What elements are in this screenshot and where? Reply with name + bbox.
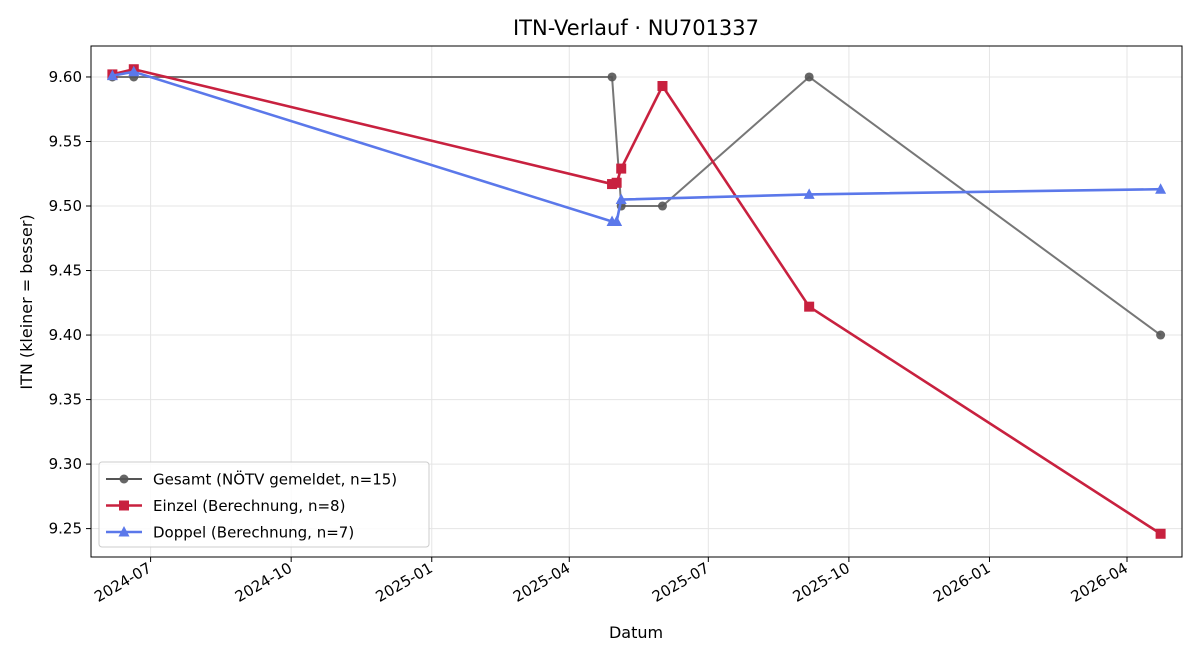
series-line [112, 70, 1161, 223]
x-axis-label: Datum [609, 623, 663, 642]
y-tick-label: 9.25 [49, 520, 82, 538]
y-tick-label: 9.45 [49, 262, 82, 280]
x-axis: 2024-07 2024-10 2025-01 2025-04 2025-07 2025-… [91, 557, 1131, 606]
legend: Gesamt (NÖTV gemeldet, n=15) Einzel (Bere… [98, 461, 430, 548]
y-tick-label: 9.30 [49, 455, 82, 473]
y-tick-label: 9.60 [49, 68, 82, 86]
x-tick-label: 2026-04 [1068, 559, 1131, 606]
x-tick-label: 2025-10 [790, 559, 853, 606]
legend-box [98, 461, 430, 548]
legend-item-3: Doppel (Berechnung, n=7) [106, 524, 354, 542]
data-point [657, 81, 668, 92]
chart-title: ITN-Verlauf · NU701337 [513, 16, 759, 40]
x-tick-label: 2024-10 [232, 559, 295, 606]
series-3 [106, 65, 1167, 226]
y-tick-label: 9.35 [49, 391, 82, 409]
series-layer [106, 64, 1167, 539]
data-point [106, 69, 118, 81]
data-point [1156, 330, 1166, 340]
data-point [128, 65, 140, 77]
legend-label: Gesamt (NÖTV gemeldet, n=15) [153, 470, 397, 489]
data-point [607, 72, 617, 82]
legend-item-2: Einzel (Berechnung, n=8) [106, 497, 345, 515]
plot-frame [90, 45, 1183, 558]
data-point [657, 201, 667, 211]
legend-swatch-marker [118, 526, 130, 537]
x-tick-label: 2025-01 [372, 559, 435, 606]
data-point [616, 163, 627, 174]
y-tick-label: 9.50 [49, 197, 82, 215]
y-axis-label: ITN (kleiner = besser) [17, 214, 36, 389]
legend-swatch-marker [119, 500, 129, 511]
y-tick-label: 9.40 [49, 326, 82, 344]
data-point [1155, 183, 1167, 194]
legend-label: Doppel (Berechnung, n=7) [153, 524, 354, 542]
data-point [803, 188, 815, 199]
legend-label: Einzel (Berechnung, n=8) [153, 497, 345, 515]
data-point [615, 193, 627, 205]
x-tick-label: 2025-07 [649, 559, 712, 606]
data-point [804, 301, 815, 312]
y-tick-label: 9.55 [49, 132, 82, 150]
data-point [611, 215, 623, 226]
data-point [1155, 528, 1166, 539]
data-point [804, 72, 814, 82]
x-tick-label: 2024-07 [91, 559, 154, 606]
legend-swatch-marker [119, 474, 129, 484]
series-line [112, 67, 1162, 535]
x-tick-label: 2025-04 [510, 559, 573, 606]
y-axis: 9.25 9.30 9.35 9.40 9.45 9.50 9.55 9.60 [49, 68, 91, 538]
data-point [611, 177, 622, 188]
legend-item-1: Gesamt (NÖTV gemeldet, n=15) [106, 470, 397, 489]
x-tick-label: 2026-01 [930, 559, 993, 606]
